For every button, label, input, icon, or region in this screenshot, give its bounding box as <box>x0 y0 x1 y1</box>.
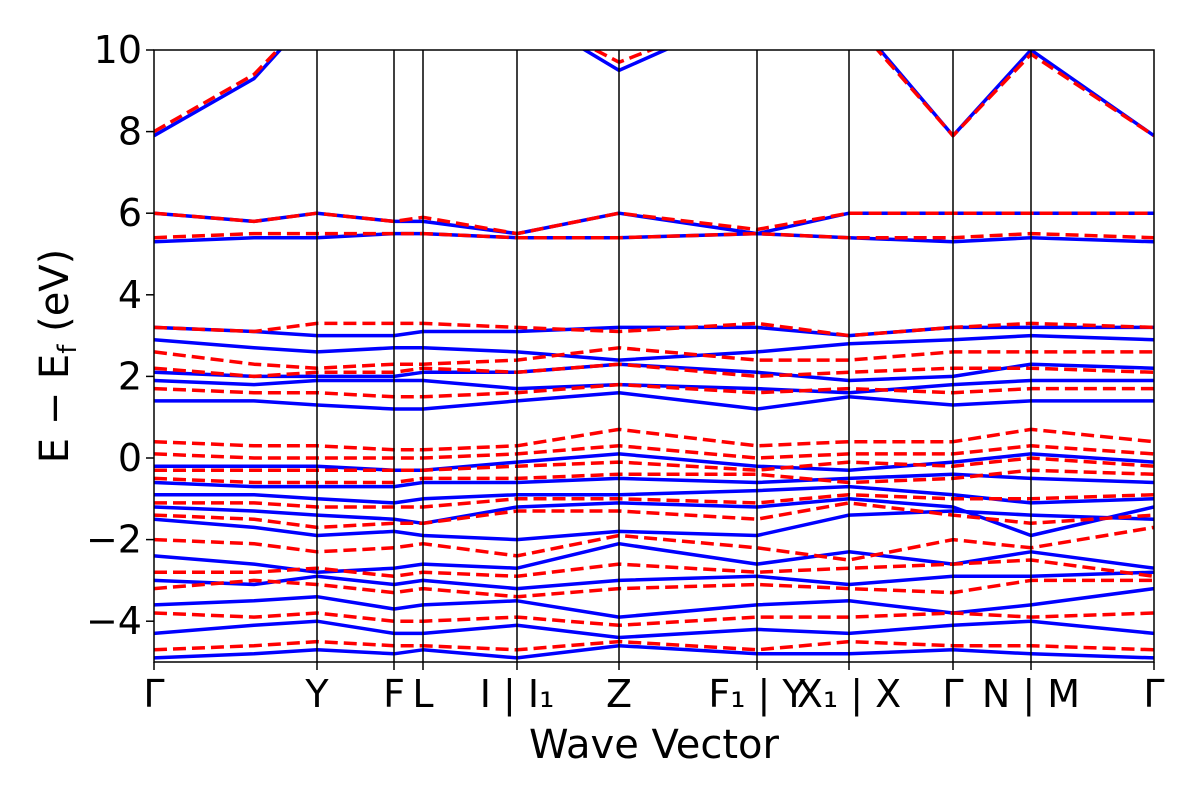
x-tick-label: F <box>383 672 405 716</box>
band-line <box>154 444 1154 460</box>
band-line <box>154 639 1154 652</box>
y-tick-label: 2 <box>118 354 142 398</box>
x-tick-label: F₁ | Y <box>708 672 806 717</box>
band-line <box>154 378 1154 395</box>
x-tick-label: Γ <box>143 672 164 716</box>
band-line <box>154 50 1154 138</box>
y-tick-label: 4 <box>118 273 142 317</box>
band-line <box>154 333 1154 362</box>
band-line <box>154 570 1154 591</box>
band-line <box>154 525 1154 562</box>
x-tick-label: Γ <box>942 672 963 716</box>
band-line <box>154 390 1154 411</box>
x-tick-label: Z <box>606 672 632 716</box>
x-tick-label: X₁ | X <box>797 672 901 717</box>
x-tick-label: Y <box>304 672 329 716</box>
x-tick-label: Γ <box>1143 672 1164 716</box>
x-tick-label: I | I₁ <box>480 672 555 717</box>
y-tick-label: 0 <box>118 436 142 480</box>
plot-frame <box>153 49 1155 663</box>
y-tick-label: −4 <box>86 599 142 643</box>
y-tick-label: 8 <box>118 110 142 154</box>
band-line <box>154 497 1154 538</box>
x-tick-label: N | M <box>982 672 1080 717</box>
band-line <box>154 325 1154 338</box>
band-line <box>154 382 1154 399</box>
band-line <box>154 611 1154 628</box>
band-line <box>154 456 1154 472</box>
band-line <box>154 501 1154 530</box>
band-line <box>154 492 1154 509</box>
high-symmetry-lines <box>316 50 1032 662</box>
y-axis: −4 −2 0 2 4 6 8 10 <box>86 28 154 643</box>
band-line <box>154 346 1154 370</box>
band-line <box>154 541 1154 574</box>
x-axis-title: Wave Vector <box>529 722 780 768</box>
band-line <box>154 362 1154 379</box>
band-line <box>154 468 1154 485</box>
y-axis-title: E − Ef (eV) <box>32 249 83 464</box>
band-line <box>154 619 1154 640</box>
bands-layer <box>154 50 1154 660</box>
band-line <box>154 362 1154 383</box>
y-tick-label: 10 <box>94 28 142 72</box>
y-tick-label: 6 <box>118 191 142 235</box>
band-line <box>154 643 1154 660</box>
band-line <box>154 472 1154 489</box>
band-line <box>154 484 1154 505</box>
y-tick-label: −2 <box>86 518 142 562</box>
band-line <box>154 452 1154 472</box>
band-line <box>154 586 1154 619</box>
band-line <box>154 321 1154 338</box>
x-tick-label: L <box>412 672 433 716</box>
band-line <box>154 427 1154 452</box>
band-line <box>154 231 1154 244</box>
band-line <box>154 558 1154 579</box>
band-line <box>154 211 1154 236</box>
band-line <box>154 231 1154 240</box>
band-line <box>154 578 1154 599</box>
band-line <box>154 50 1154 138</box>
